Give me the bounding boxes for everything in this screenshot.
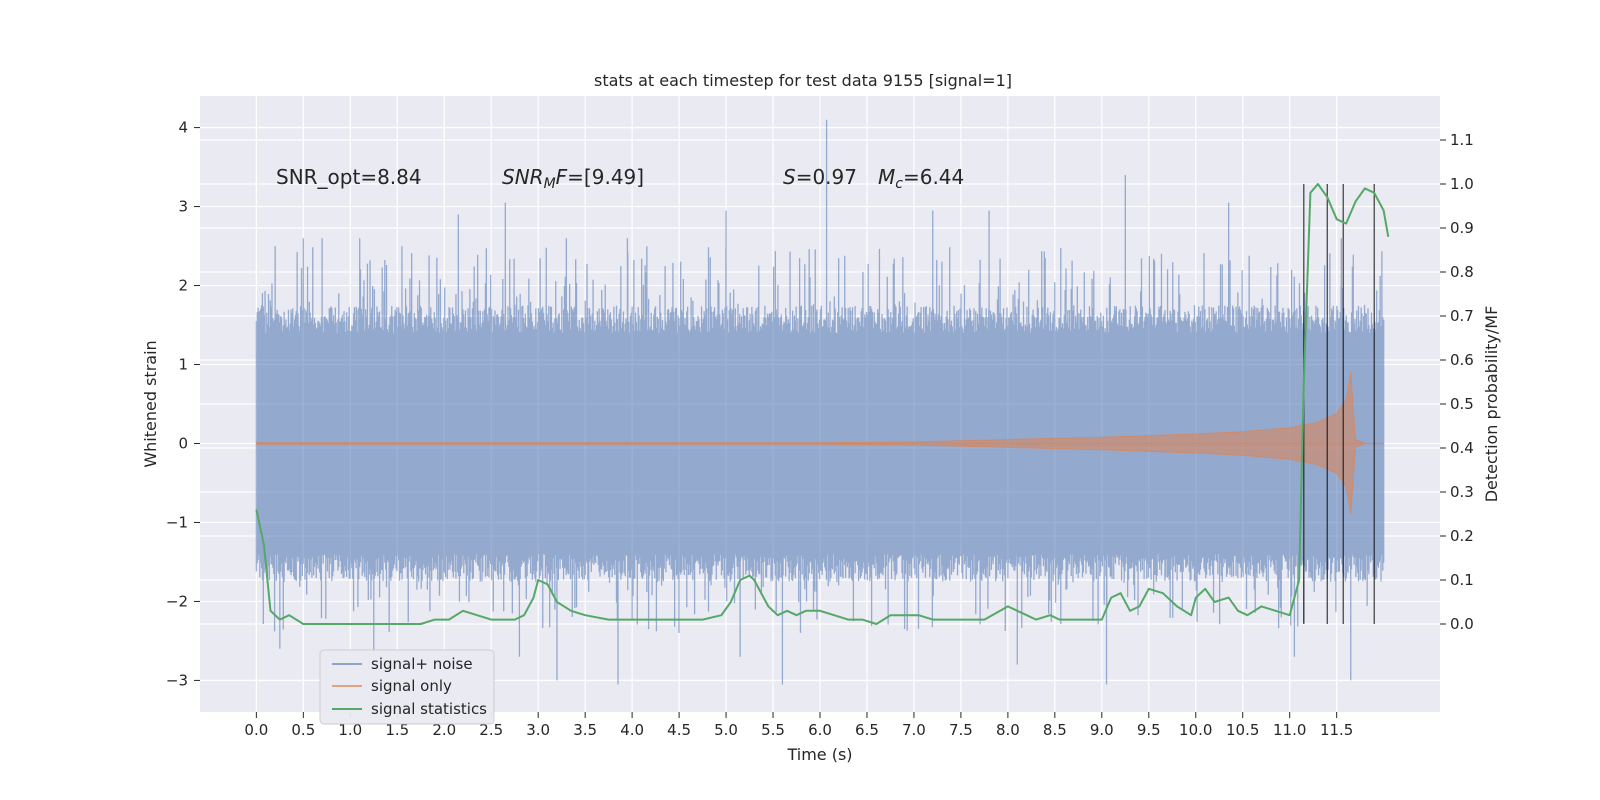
right-y-axis-ticks: 0.0 0.1 0.2 0.3 0.4 0.5 0.6 0.7 0.8 0.9 1.0 1.1 [1440, 131, 1474, 633]
left-y-tick-label: 4 [178, 119, 188, 137]
x-tick-label: 5.0 [714, 721, 738, 739]
mc-subscript: c [895, 176, 903, 192]
x-tick-label: 11.0 [1273, 721, 1306, 739]
annotation-snr-mf: SNRMF=[9.49] [502, 165, 644, 192]
x-tick-label: 2.0 [432, 721, 456, 739]
s-label: S [783, 165, 796, 189]
x-tick-label: 5.5 [761, 721, 785, 739]
x-tick-label: 2.5 [479, 721, 503, 739]
x-axis-ticks: 0.0 0.5 1.0 1.5 2.0 2.5 3.0 3.5 4.0 4.5 5.0 5.5 6.0 6… [244, 712, 1353, 739]
right-y-tick-label: 0.5 [1450, 395, 1474, 413]
mc-value: =6.44 [903, 165, 964, 189]
right-y-tick-label: 1.0 [1450, 175, 1474, 193]
signal-statistics-line [255, 183, 1390, 625]
right-y-tick-label: 0.3 [1450, 483, 1474, 501]
right-y-tick-label: 0.8 [1450, 263, 1474, 281]
legend-box [319, 649, 495, 725]
snr-mf-label: SNR [502, 165, 544, 189]
signal-statistics-series [255, 183, 1390, 625]
x-tick-label: 7.5 [949, 721, 973, 739]
x-tick-label: 7.0 [902, 721, 926, 739]
left-y-tick-label: −3 [166, 671, 188, 689]
annotation-snr-opt: SNR_opt=8.84 [276, 165, 422, 189]
x-tick-label: 8.5 [1043, 721, 1067, 739]
legend: signal+ noise signal only signal statist… [319, 649, 495, 725]
right-y-tick-label: 0.2 [1450, 527, 1474, 545]
left-y-tick-label: −1 [166, 513, 188, 531]
right-y-tick-label: 0.6 [1450, 351, 1474, 369]
snr-mf-value: =[9.49] [567, 165, 644, 189]
legend-label-signal-noise: signal+ noise [371, 655, 473, 673]
x-tick-label: 9.0 [1090, 721, 1114, 739]
right-y-tick-label: 0.1 [1450, 571, 1474, 589]
right-y-tick-label: 0.9 [1450, 219, 1474, 237]
left-y-tick-label: 1 [178, 356, 188, 374]
snr-mf-subscript: M [544, 176, 556, 192]
left-y-axis-label: Whitened strain [141, 340, 160, 467]
legend-label-signal-statistics: signal statistics [371, 700, 487, 718]
x-tick-label: 3.5 [573, 721, 597, 739]
chart-title: stats at each timestep for test data 915… [594, 71, 1012, 90]
s-value: =0.97 [796, 165, 857, 189]
x-tick-label: 10.5 [1226, 721, 1259, 739]
x-tick-label: 9.5 [1137, 721, 1161, 739]
left-y-tick-label: 2 [178, 277, 188, 295]
mc-label: M [878, 165, 895, 189]
left-y-tick-label: 3 [178, 198, 188, 216]
snr-mf-f: F [556, 165, 568, 189]
right-y-tick-label: 1.1 [1450, 131, 1474, 149]
x-tick-label: 10.0 [1179, 721, 1212, 739]
annotation-mc: Mc=6.44 [878, 165, 964, 192]
x-tick-label: 1.0 [338, 721, 362, 739]
x-tick-label: 4.0 [620, 721, 644, 739]
x-tick-label: 4.5 [667, 721, 691, 739]
x-tick-label: 0.0 [244, 721, 268, 739]
x-axis-label: Time (s) [786, 745, 852, 764]
annotation-s: S=0.97 [783, 165, 857, 189]
x-tick-label: 6.0 [808, 721, 832, 739]
right-y-axis-label: Detection probability/MF [1482, 306, 1501, 503]
right-y-tick-label: 0.7 [1450, 307, 1474, 325]
x-tick-label: 1.5 [385, 721, 409, 739]
left-y-tick-label: 0 [178, 434, 188, 452]
left-y-tick-label: −2 [166, 592, 188, 610]
x-tick-label: 3.0 [526, 721, 550, 739]
left-y-axis-ticks: −3 −2 −1 0 1 2 3 4 [166, 119, 200, 689]
legend-label-signal-only: signal only [371, 677, 452, 695]
x-tick-label: 11.5 [1320, 721, 1353, 739]
right-y-tick-label: 0.4 [1450, 439, 1474, 457]
right-y-tick-label: 0.0 [1450, 615, 1474, 633]
x-tick-label: 0.5 [291, 721, 315, 739]
x-tick-label: 8.0 [996, 721, 1020, 739]
x-tick-label: 6.5 [855, 721, 879, 739]
